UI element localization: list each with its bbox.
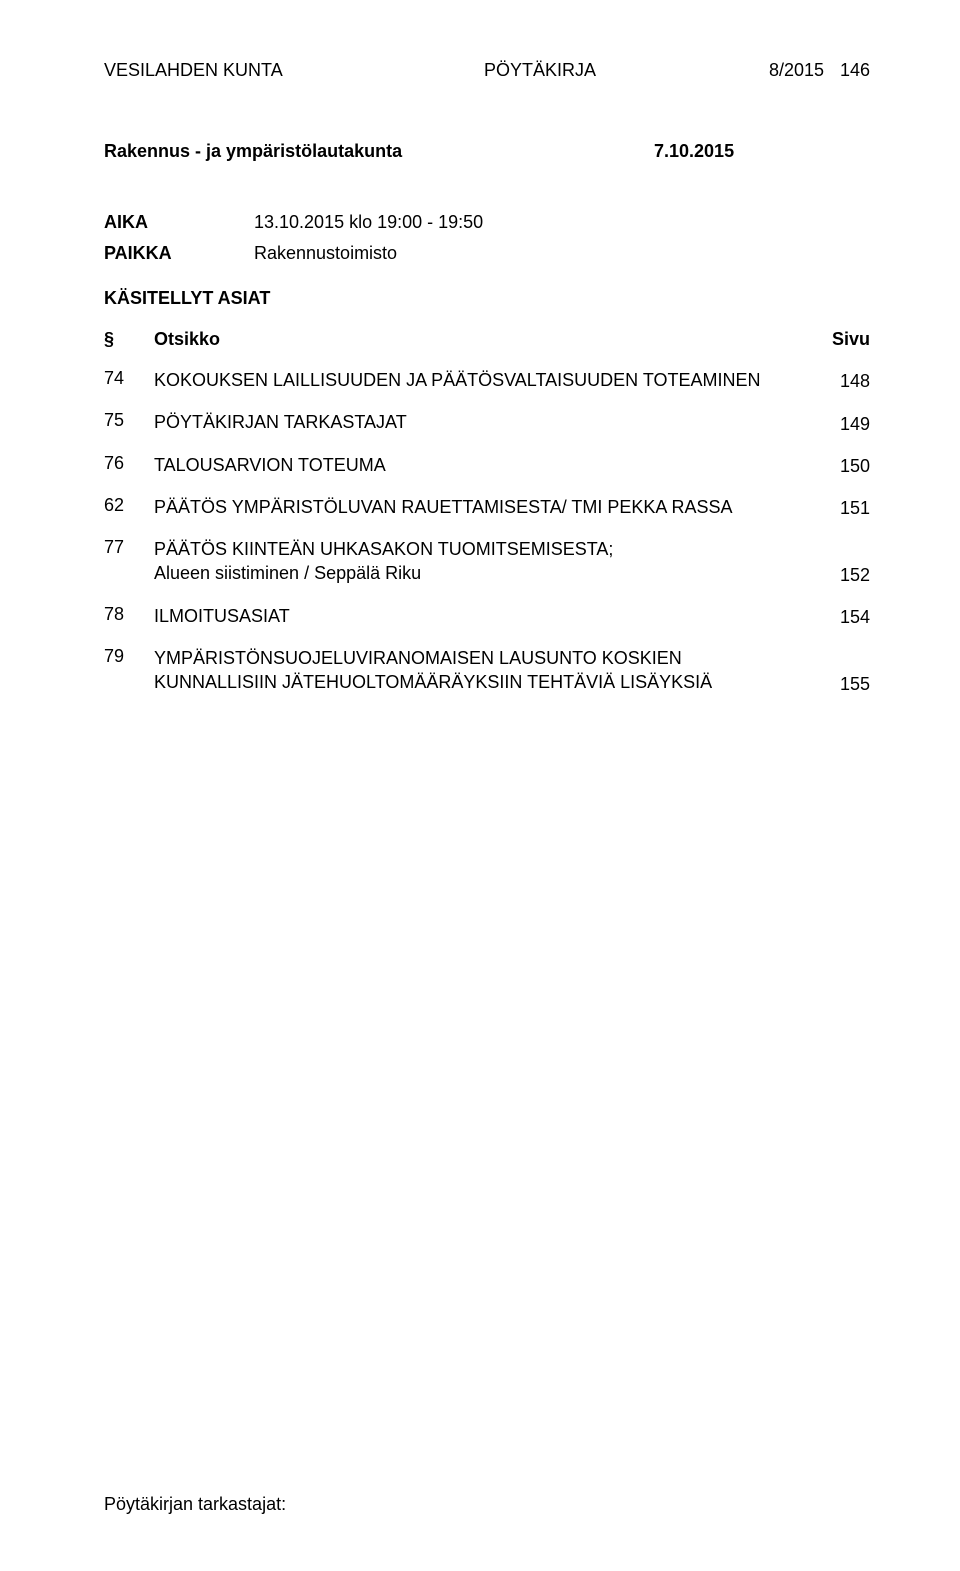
- col-title: Otsikko: [154, 329, 810, 350]
- item-title: PÄÄTÖS YMPÄRISTÖLUVAN RAUETTAMISESTA/ TM…: [154, 495, 810, 519]
- item-page-number: 149: [810, 414, 870, 435]
- item-title: PÄÄTÖS KIINTEÄN UHKASAKON TUOMITSEMISEST…: [154, 537, 810, 586]
- item-section-number: 77: [104, 537, 154, 558]
- meta-place-value: Rakennustoimisto: [254, 243, 397, 264]
- col-page: Sivu: [810, 329, 870, 350]
- col-section: §: [104, 329, 154, 350]
- agenda-item: 75PÖYTÄKIRJAN TARKASTAJAT149: [104, 410, 870, 434]
- item-page-number: 155: [810, 674, 870, 695]
- agenda-item: 74KOKOUKSEN LAILLISUUDEN JA PÄÄTÖSVALTAI…: [104, 368, 870, 392]
- item-section-number: 62: [104, 495, 154, 516]
- item-section-number: 76: [104, 453, 154, 474]
- agenda-item: 78ILMOITUSASIAT154: [104, 604, 870, 628]
- item-title: TALOUSARVION TOTEUMA: [154, 453, 810, 477]
- item-section-number: 75: [104, 410, 154, 431]
- agenda-list: 74KOKOUKSEN LAILLISUUDEN JA PÄÄTÖSVALTAI…: [104, 368, 870, 695]
- agenda-item: 62PÄÄTÖS YMPÄRISTÖLUVAN RAUETTAMISESTA/ …: [104, 495, 870, 519]
- item-title: PÖYTÄKIRJAN TARKASTAJAT: [154, 410, 810, 434]
- item-title: YMPÄRISTÖNSUOJELUVIRANOMAISEN LAUSUNTO K…: [154, 646, 810, 695]
- document-page: VESILAHDEN KUNTA PÖYTÄKIRJA 8/2015 146 R…: [0, 0, 960, 1571]
- meta-time-label: AIKA: [104, 212, 254, 233]
- item-page-number: 151: [810, 498, 870, 519]
- agenda-item: 79YMPÄRISTÖNSUOJELUVIRANOMAISEN LAUSUNTO…: [104, 646, 870, 695]
- org-name: VESILAHDEN KUNTA: [104, 60, 484, 81]
- item-section-number: 74: [104, 368, 154, 389]
- item-section-number: 79: [104, 646, 154, 667]
- item-title: KOKOUKSEN LAILLISUUDEN JA PÄÄTÖSVALTAISU…: [154, 368, 810, 392]
- item-page-number: 148: [810, 371, 870, 392]
- page-number: 146: [824, 60, 870, 81]
- item-title: ILMOITUSASIAT: [154, 604, 810, 628]
- item-page-number: 150: [810, 456, 870, 477]
- issue-number: 8/2015: [744, 60, 824, 81]
- column-headers: § Otsikko Sivu: [104, 329, 870, 350]
- item-page-number: 152: [810, 565, 870, 586]
- meta-time-row: AIKA 13.10.2015 klo 19:00 - 19:50: [104, 212, 870, 233]
- agenda-item: 77PÄÄTÖS KIINTEÄN UHKASAKON TUOMITSEMISE…: [104, 537, 870, 586]
- committee-date: 7.10.2015: [654, 141, 734, 162]
- committee-name: Rakennus - ja ympäristölautakunta: [104, 141, 654, 162]
- doc-type: PÖYTÄKIRJA: [484, 60, 744, 81]
- section-title: KÄSITELLYT ASIAT: [104, 288, 870, 309]
- meta-place-row: PAIKKA Rakennustoimisto: [104, 243, 870, 264]
- meta-time-value: 13.10.2015 klo 19:00 - 19:50: [254, 212, 483, 233]
- committee-header: Rakennus - ja ympäristölautakunta 7.10.2…: [104, 141, 870, 162]
- item-section-number: 78: [104, 604, 154, 625]
- page-header: VESILAHDEN KUNTA PÖYTÄKIRJA 8/2015 146: [104, 60, 870, 81]
- agenda-item: 76TALOUSARVION TOTEUMA150: [104, 453, 870, 477]
- footer-text: Pöytäkirjan tarkastajat:: [104, 1494, 286, 1515]
- item-page-number: 154: [810, 607, 870, 628]
- meta-place-label: PAIKKA: [104, 243, 254, 264]
